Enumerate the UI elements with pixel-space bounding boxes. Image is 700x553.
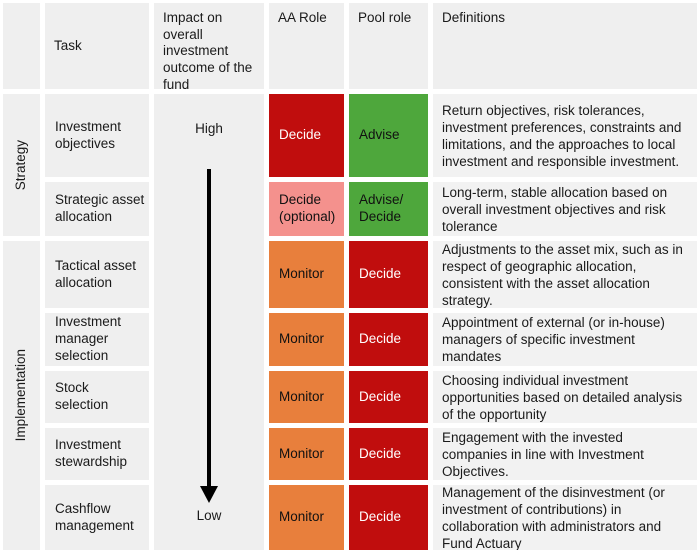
pool-role-cell: Decide <box>349 428 428 480</box>
group-label-strategy-text: Strategy <box>13 139 29 191</box>
pool-role-cell: Decide <box>349 241 428 308</box>
definition-cell: Engagement with the invested companies i… <box>433 428 697 480</box>
aa-role-cell: Monitor <box>269 371 344 423</box>
pool-role-cell: Decide <box>349 485 428 550</box>
task-cell: Strategic asset allocation <box>45 182 149 236</box>
aa-role-cell: Monitor <box>269 241 344 308</box>
definition-cell: Return objectives, risk tolerances, inve… <box>433 94 697 177</box>
pool-role-cell: Advise <box>349 94 428 177</box>
aa-role-cell: Decide (optional) <box>269 182 344 236</box>
impact-low-label: Low <box>196 508 222 523</box>
aa-role-cell: Decide <box>269 94 344 177</box>
definition-cell: Management of the disinvestment (or inve… <box>433 485 697 550</box>
pool-role-cell: Advise/ Decide <box>349 182 428 236</box>
pool-role-column-header: Pool role <box>349 3 428 89</box>
aa-role-cell: Monitor <box>269 428 344 480</box>
task-cell: Investment manager selection <box>45 313 149 366</box>
group-label-implementation: Implementation <box>3 241 40 550</box>
corner-header-cell <box>3 3 40 89</box>
down-arrow-line <box>207 169 211 487</box>
aa-role-column-header: AA Role <box>269 3 344 89</box>
impact-axis-cell: High Low <box>154 94 264 550</box>
task-cell: Investment objectives <box>45 94 149 177</box>
impact-column-header: Impact on overall investment outcome of … <box>154 3 264 89</box>
aa-role-cell: Monitor <box>269 485 344 550</box>
definition-cell: Adjustments to the asset mix, such as in… <box>433 241 697 308</box>
group-label-strategy: Strategy <box>3 94 40 236</box>
aa-role-cell: Monitor <box>269 313 344 366</box>
definition-cell: Appointment of external (or in-house) ma… <box>433 313 697 366</box>
task-column-header: Task <box>45 3 149 89</box>
group-label-implementation-text: Implementation <box>13 349 29 442</box>
task-cell: Tactical asset allocation <box>45 241 149 308</box>
impact-high-label: High <box>195 121 223 136</box>
definition-cell: Long-term, stable allocation based on ov… <box>433 182 697 236</box>
task-cell: Cashflow management <box>45 485 149 550</box>
pool-role-cell: Decide <box>349 313 428 366</box>
task-cell: Stock selection <box>45 371 149 423</box>
task-cell: Investment stewardship <box>45 428 149 480</box>
definition-cell: Choosing individual investment opportuni… <box>433 371 697 423</box>
pool-role-cell: Decide <box>349 371 428 423</box>
definitions-column-header: Definitions <box>433 3 697 89</box>
down-arrow-head <box>200 486 218 503</box>
